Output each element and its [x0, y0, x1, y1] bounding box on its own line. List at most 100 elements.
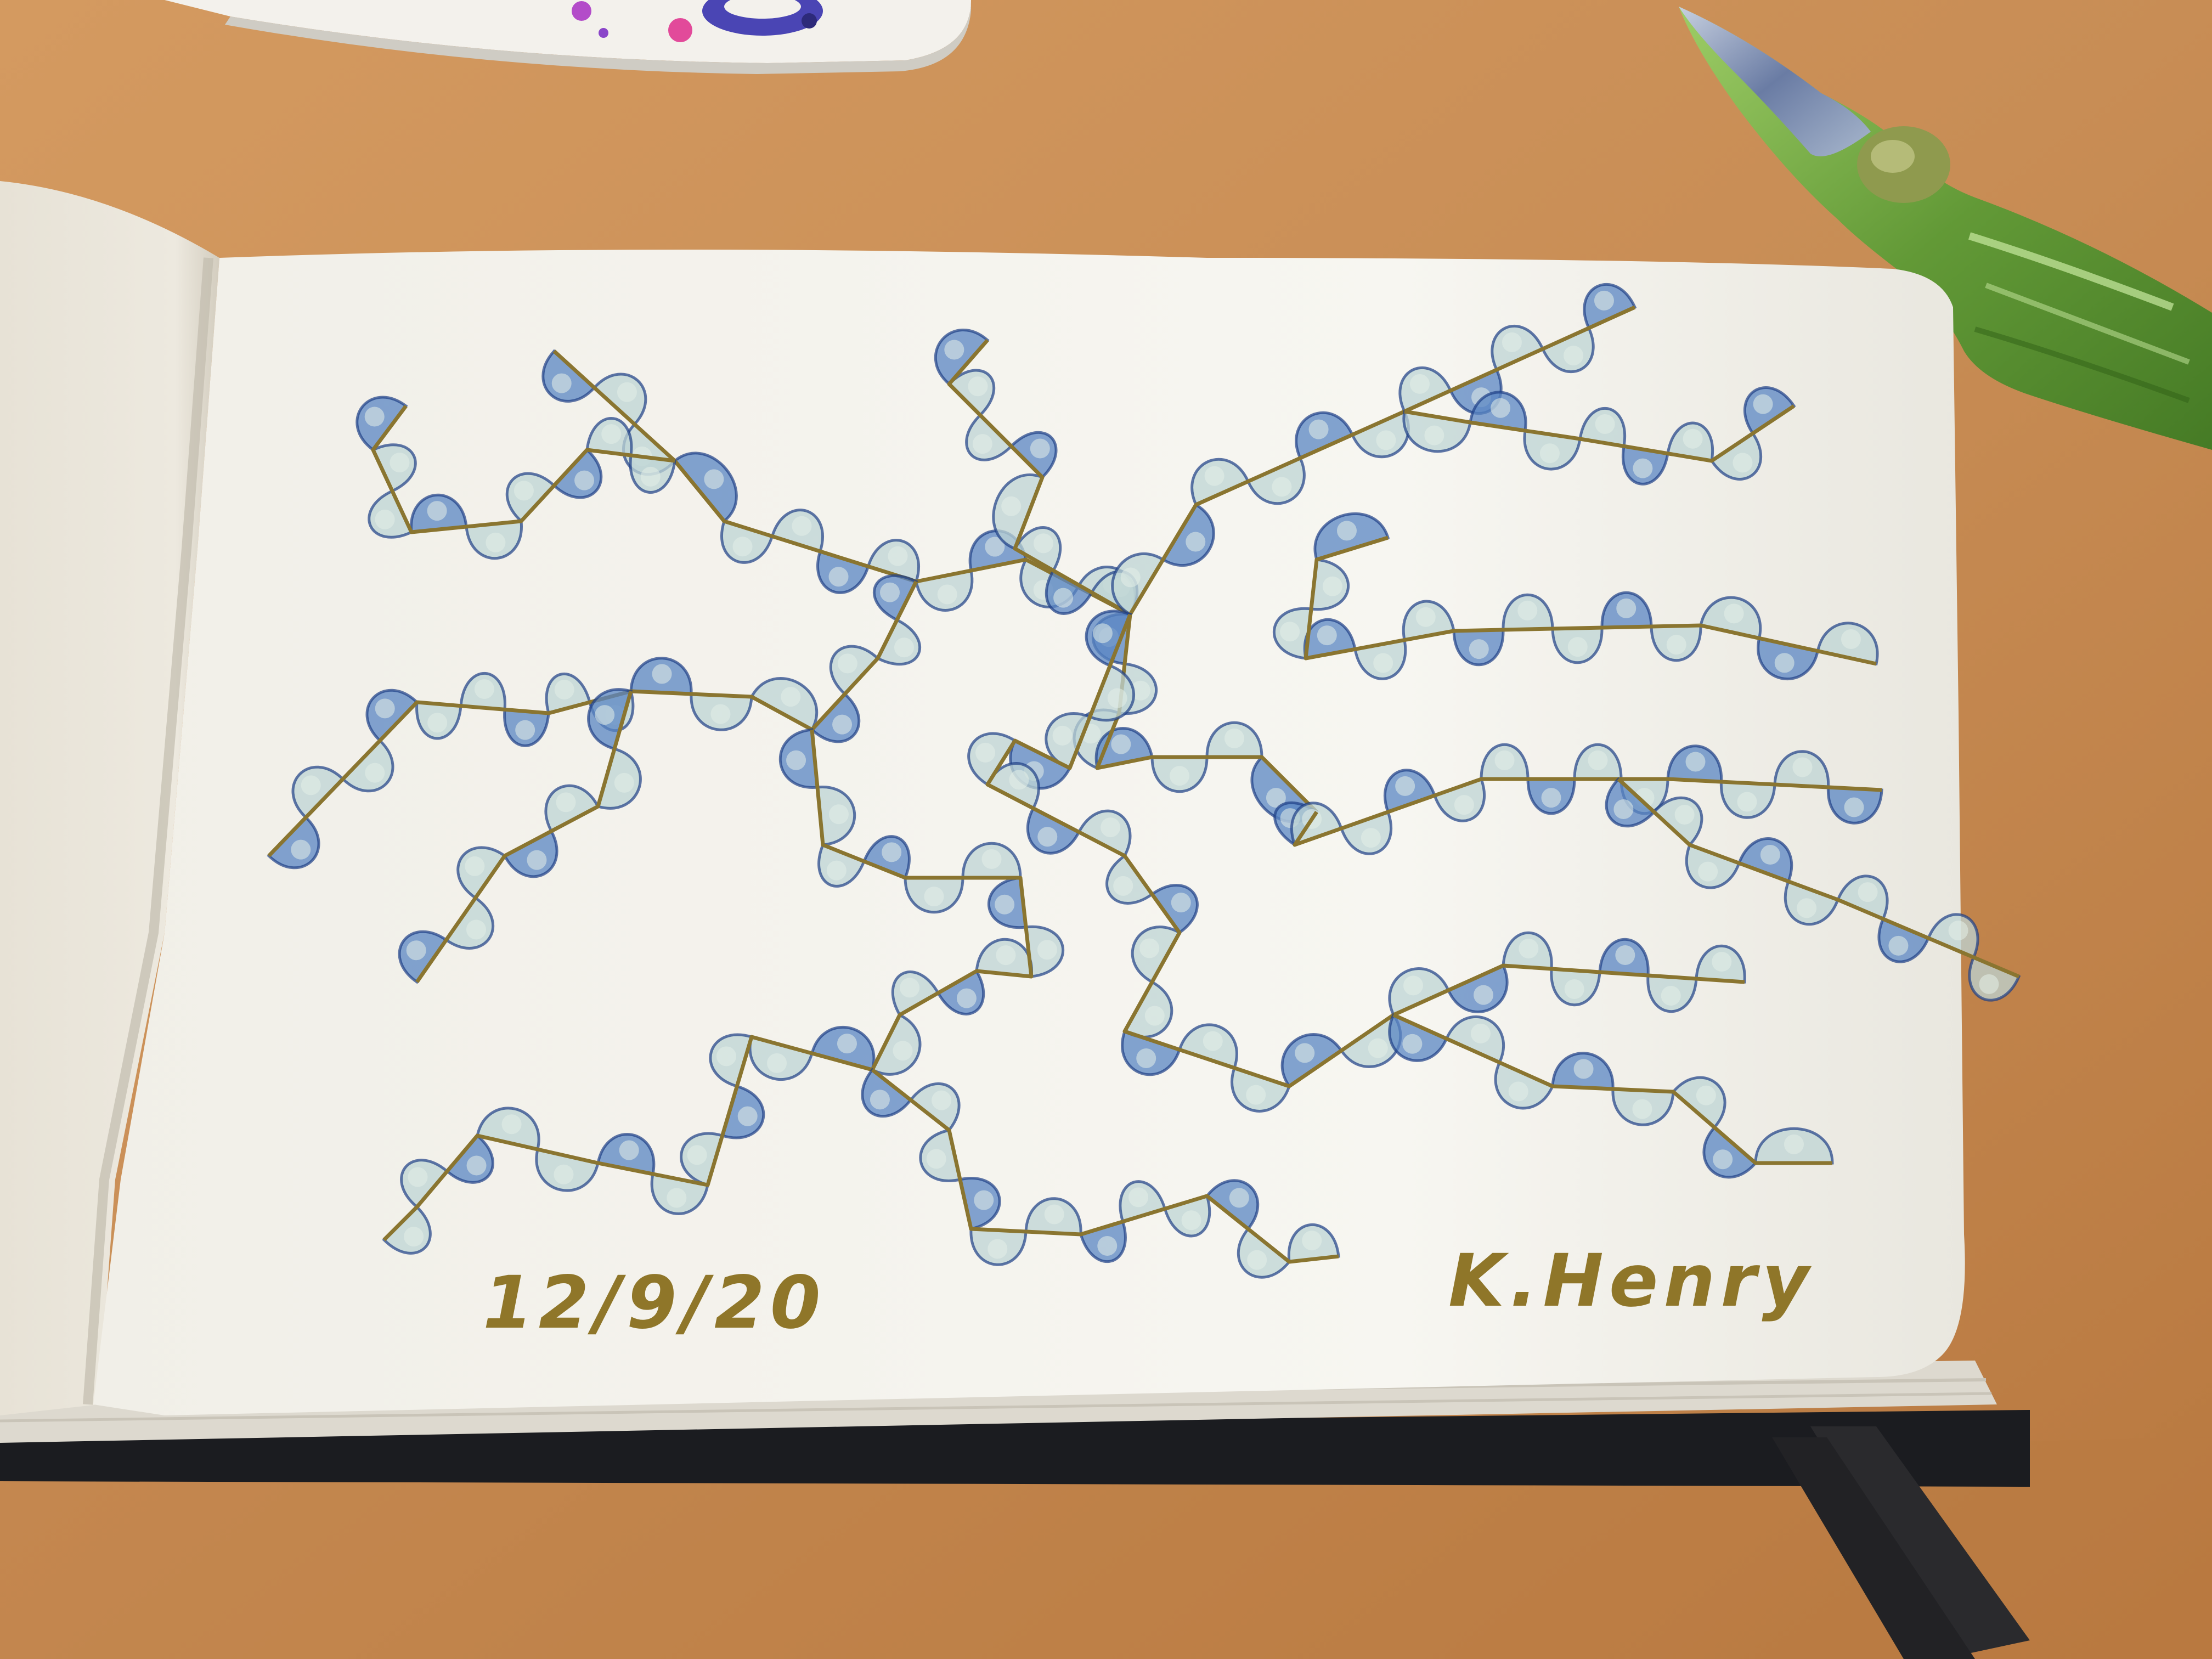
ink-highlight: [466, 919, 486, 940]
ink-highlight: [1052, 725, 1073, 746]
ink-highlight: [1272, 477, 1292, 497]
ink-highlight: [1713, 1149, 1733, 1170]
ink-highlight: [1733, 453, 1753, 473]
ink-highlight: [1888, 935, 1909, 956]
ink-line: [415, 691, 633, 983]
ink-highlight: [365, 763, 385, 783]
bookmark-ribbon: [1810, 1426, 2030, 1657]
ink-highlight: [710, 704, 731, 724]
ink-highlight: [614, 772, 634, 793]
ink-highlight: [932, 1090, 952, 1110]
ink-highlight: [985, 537, 1005, 557]
ink-highlight: [1792, 757, 1813, 777]
ink-highlight: [375, 698, 395, 719]
ink-highlight: [1130, 680, 1150, 701]
ink-highlight: [1295, 1043, 1315, 1063]
ink-highlight: [732, 537, 753, 557]
ink-highlight: [1170, 766, 1189, 786]
ink-highlight: [1588, 750, 1608, 770]
drawing-signature: K.Henry: [1448, 1239, 1815, 1323]
ink-highlight: [1136, 1048, 1156, 1069]
ink-highlight: [1361, 828, 1381, 848]
ink-highlight: [972, 434, 992, 454]
ink-highlight: [996, 945, 1016, 966]
ink-highlight: [1539, 443, 1560, 464]
ink-highlight: [924, 887, 944, 907]
ink-highlight: [1615, 945, 1635, 965]
paint-palette: [165, 0, 971, 74]
ink-highlight: [1674, 804, 1695, 825]
ink-highlight: [1144, 1006, 1165, 1026]
ink-highlight: [1696, 1085, 1716, 1105]
ink-highlight: [1030, 438, 1050, 459]
ink-highlight: [1113, 876, 1133, 896]
ink-highlight: [1564, 979, 1584, 1000]
ink-highlight: [390, 453, 410, 473]
ink-highlight: [988, 1239, 1008, 1259]
ink-highlight: [1844, 797, 1864, 817]
ink-highlight: [1564, 346, 1584, 366]
ink-line: [267, 580, 918, 857]
ink-bump: [673, 452, 738, 523]
ink-highlight: [1683, 428, 1703, 449]
ink-highlight: [1685, 752, 1706, 772]
ink-highlight: [1737, 792, 1757, 812]
ink-highlight: [1508, 1081, 1528, 1102]
ink-highlight: [474, 679, 494, 699]
ink-highlight: [687, 1145, 707, 1165]
ink-highlight: [667, 1188, 687, 1208]
ink-line: [1392, 1013, 1832, 1165]
ink-highlight: [1469, 639, 1489, 659]
ink-highlight: [501, 1114, 522, 1135]
ink-highlight: [551, 373, 572, 393]
ink-highlight: [1948, 921, 1968, 941]
ink-highlight: [1594, 290, 1614, 311]
ink-highlight: [601, 424, 622, 444]
ink-highlight: [1203, 1031, 1223, 1051]
ink-highlight: [554, 680, 574, 700]
ink-highlight: [995, 894, 1015, 915]
ink-highlight: [1753, 394, 1773, 414]
ink-highlight: [1633, 458, 1653, 478]
ink-highlight: [486, 532, 506, 552]
ink-highlight: [1302, 1231, 1322, 1251]
ink-highlight: [1322, 576, 1342, 596]
ink-highlight: [870, 1090, 890, 1110]
ink-highlight: [1037, 940, 1057, 960]
ink-highlight: [1517, 600, 1538, 620]
ink-highlight: [527, 850, 547, 870]
ink-highlight: [514, 481, 534, 501]
ink-line: [1128, 305, 1636, 616]
ink-highlight: [1979, 974, 1999, 994]
ink-highlight: [619, 1140, 639, 1160]
ink-highlight: [944, 340, 964, 360]
ink-highlight: [1470, 1023, 1491, 1043]
ink-highlight: [1171, 893, 1191, 913]
ink-highlight: [1368, 1038, 1388, 1058]
ink-highlight: [1616, 598, 1637, 618]
ink-highlight: [1097, 1235, 1118, 1256]
ink-highlight: [737, 1106, 758, 1126]
ink-highlight: [1001, 496, 1022, 516]
ink-highlight: [1760, 845, 1780, 865]
ink-highlight: [1120, 567, 1141, 588]
ink-highlight: [1111, 734, 1131, 754]
ink-highlight: [937, 584, 957, 605]
ink-highlight: [465, 856, 485, 876]
ink-highlight: [1774, 653, 1795, 673]
ink-highlight: [1376, 430, 1396, 450]
drawing-date: 12/9/20: [483, 1261, 826, 1345]
ink-highlight: [1107, 688, 1127, 708]
ink-highlight: [1415, 607, 1436, 627]
ink-highlight: [1181, 1210, 1201, 1231]
ink-highlight: [767, 1053, 787, 1073]
ink-highlight: [1247, 1250, 1267, 1270]
ink-highlight: [617, 382, 637, 402]
ink-highlight: [1402, 1034, 1423, 1054]
ink-highlight: [1229, 1188, 1249, 1208]
ink-highlight: [1797, 898, 1817, 918]
ink-highlight: [1784, 1134, 1804, 1154]
ink-highlight: [515, 720, 535, 740]
ink-highlight: [1858, 882, 1878, 902]
ink-highlight: [1491, 398, 1511, 418]
